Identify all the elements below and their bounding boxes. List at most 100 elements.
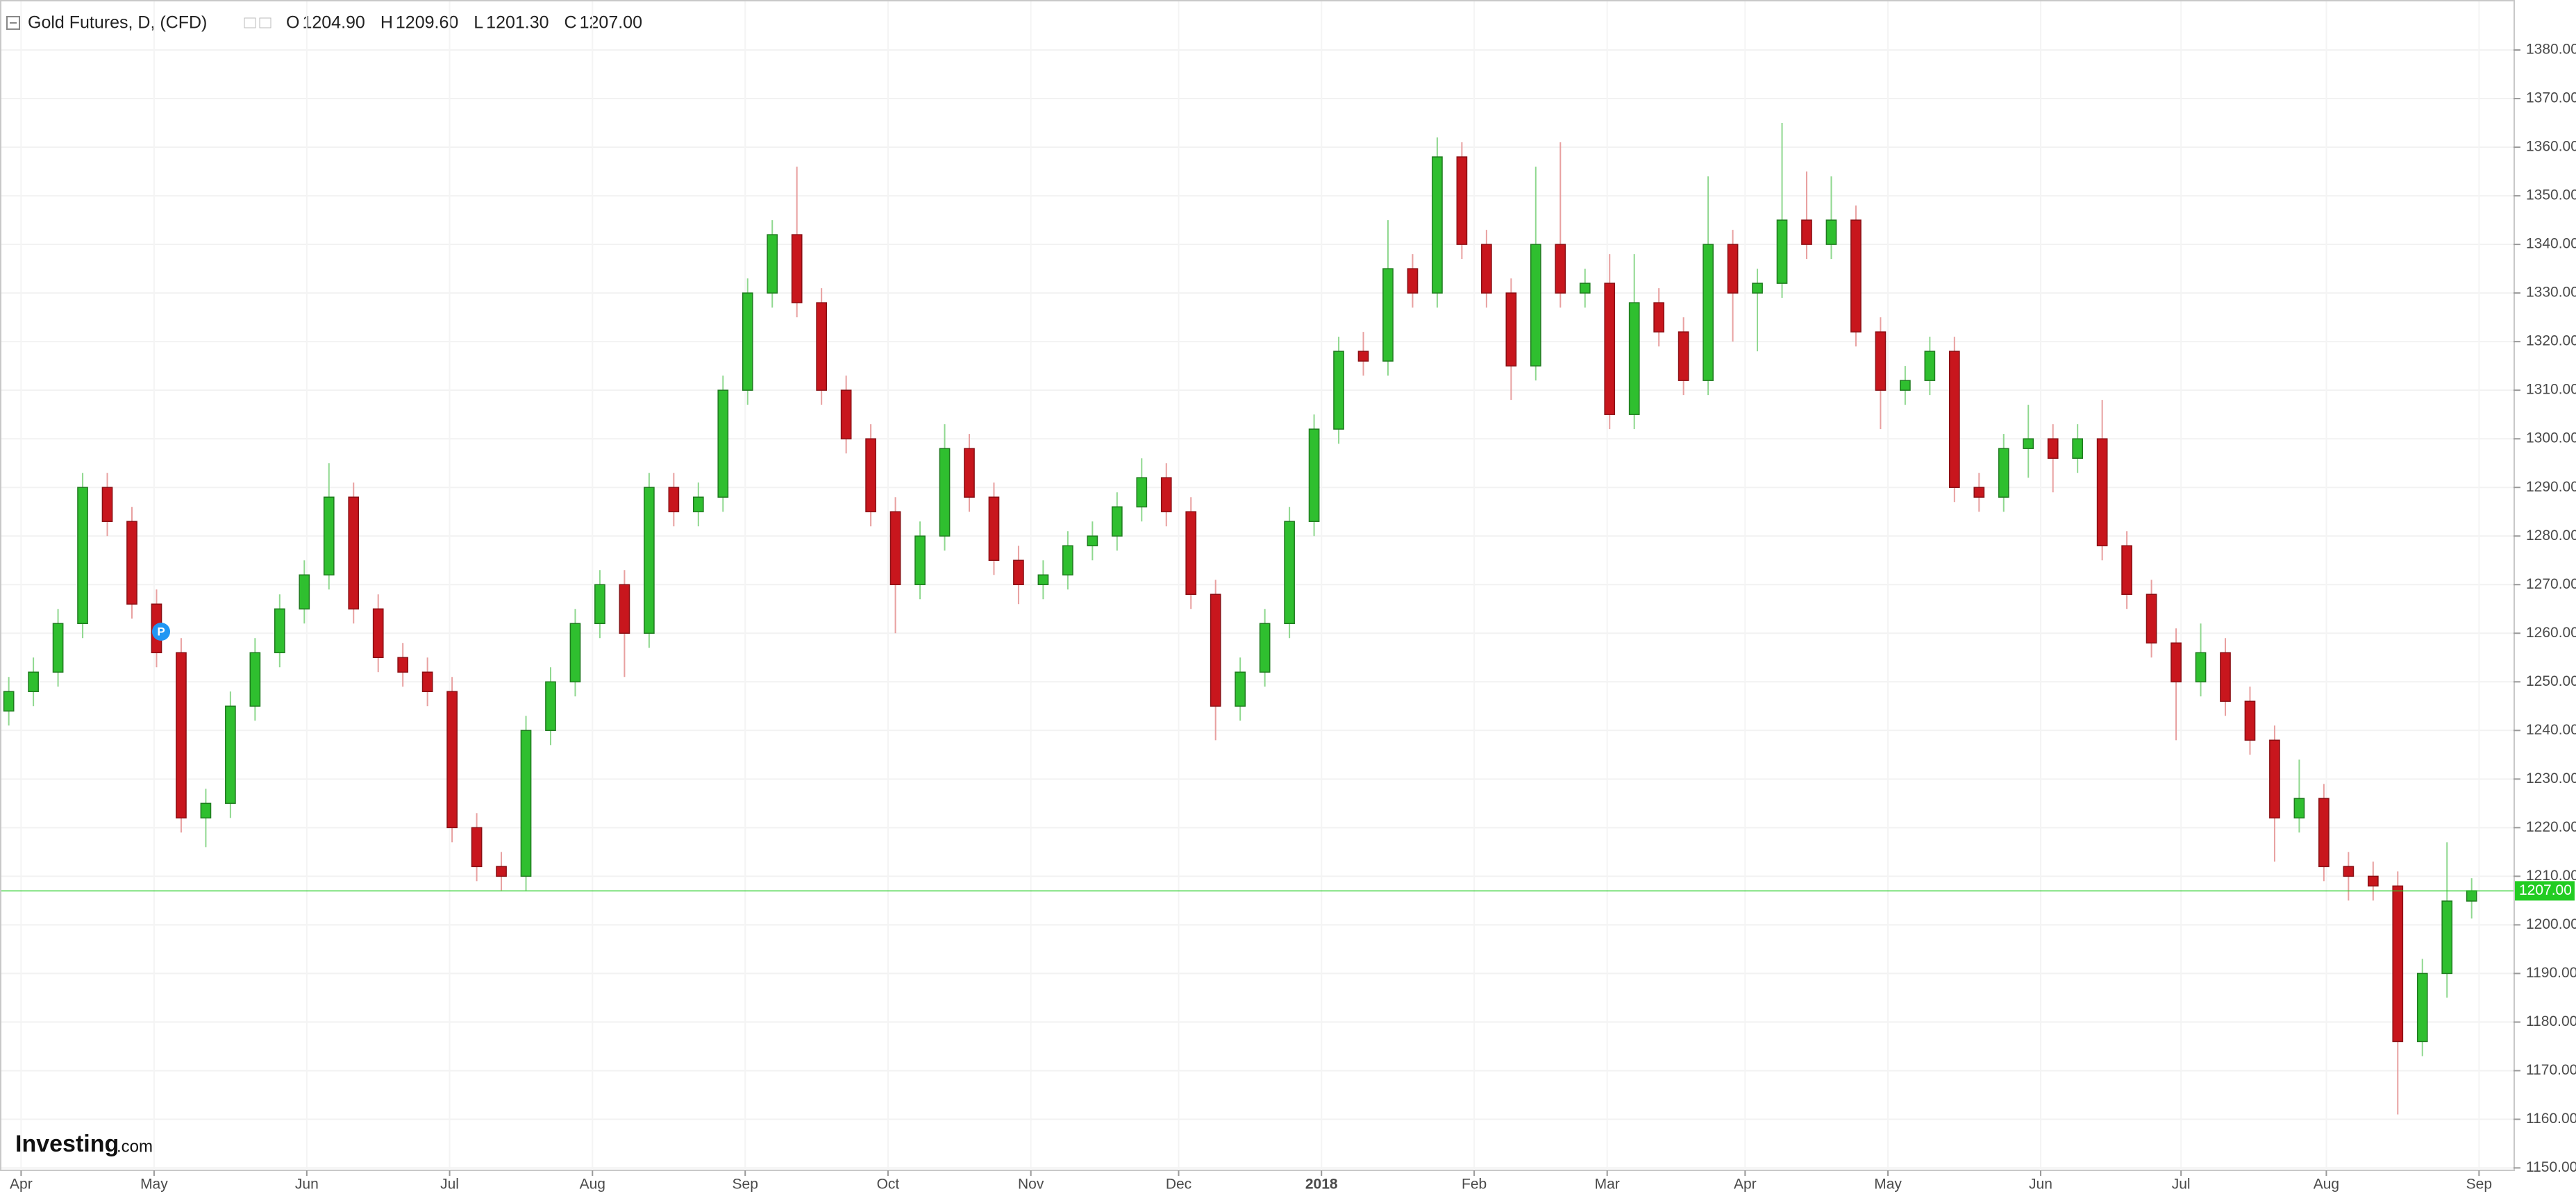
candle-body (2220, 652, 2231, 702)
ohlc-value: 1209.60 (396, 13, 458, 33)
candle-body (767, 234, 778, 294)
candle-body (1407, 268, 1419, 294)
candle-body (1628, 302, 1640, 415)
candle-body (176, 652, 187, 819)
candle-body (840, 389, 852, 439)
candle-body (1678, 331, 1689, 381)
x-tick-label: 2018 (1305, 1177, 1338, 1193)
y-tick-label: 1320.00 (2526, 333, 2576, 349)
candle-body (2269, 739, 2280, 819)
candle-body (742, 292, 753, 391)
plot-frame (0, 0, 2515, 1171)
x-tick-label: Jun (295, 1177, 319, 1193)
candle-body (889, 511, 901, 585)
candle-body (2195, 652, 2207, 683)
candle-body (1284, 521, 1295, 625)
y-tick-label: 1200.00 (2526, 916, 2576, 932)
candle-body (1604, 283, 1616, 415)
candle-body (717, 389, 729, 498)
candle-body (791, 234, 803, 303)
ohlc-value: 1204.90 (302, 13, 365, 33)
candle-body (692, 496, 704, 512)
x-tick-label: Apr (10, 1177, 33, 1193)
y-tick-label: 1330.00 (2526, 285, 2576, 301)
candle-body (1752, 283, 1763, 294)
candle-body (77, 487, 88, 625)
candle-body (2023, 438, 2034, 449)
candle-body (348, 496, 360, 610)
candle-body (101, 487, 113, 522)
candle-body (1013, 559, 1024, 585)
candle-body (3, 691, 15, 712)
x-tick-label: Jun (2029, 1177, 2052, 1193)
candle-body (816, 302, 828, 391)
x-tick-label: Aug (580, 1177, 605, 1193)
candle-body (2121, 545, 2132, 596)
candle-body (1062, 545, 1073, 575)
y-tick-label: 1280.00 (2526, 528, 2576, 544)
candle-body (545, 681, 556, 732)
candle-body (1825, 219, 1837, 245)
x-tick-label: Jul (440, 1177, 459, 1193)
x-tick-label: Apr (1734, 1177, 1757, 1193)
x-tick-label: May (1874, 1177, 1902, 1193)
candle-body (1555, 244, 1566, 294)
y-tick-label: 1170.00 (2526, 1062, 2576, 1078)
candle-body (397, 657, 409, 673)
chart-title: Gold Futures, D, (CFD) (28, 13, 207, 33)
candle-body (1111, 506, 1123, 537)
ohlc-key: C (564, 13, 577, 33)
candle-body (200, 802, 212, 819)
candle-body (865, 438, 876, 512)
event-marker (152, 623, 170, 641)
candle-body (28, 671, 39, 693)
candle-body (1653, 302, 1665, 332)
candle-body (914, 535, 926, 585)
candle-body (1900, 380, 1911, 391)
y-tick-label: 1360.00 (2526, 139, 2576, 155)
candle-body (323, 496, 335, 575)
candle-body (964, 448, 975, 498)
candle-body (644, 487, 655, 634)
candle-body (2466, 890, 2477, 902)
candle-body (668, 487, 680, 512)
x-tick-label: Aug (2314, 1177, 2339, 1193)
y-tick-label: 1350.00 (2526, 187, 2576, 203)
candle-body (1948, 351, 1960, 488)
ohlc-header: O 1204.90 H 1209.60 L 1201.30 C 1207.00 (244, 13, 642, 33)
x-tick-label: Dec (1166, 1177, 1191, 1193)
header-icon (259, 17, 271, 28)
candle-body (939, 448, 951, 537)
ohlc-key: L (474, 13, 483, 33)
candle-body (274, 608, 285, 654)
candle-body (1505, 292, 1517, 367)
ohlc-key: O (286, 13, 299, 33)
candle-body (1259, 623, 1271, 673)
y-tick-label: 1380.00 (2526, 42, 2576, 58)
candle-body (446, 691, 458, 829)
candle-body (1776, 219, 1788, 284)
candle-body (1727, 244, 1739, 294)
x-tick-label: Sep (733, 1177, 758, 1193)
candle-body (126, 521, 137, 605)
collapse-icon[interactable] (6, 16, 20, 30)
x-tick-label: Feb (1462, 1177, 1487, 1193)
candle-body (1210, 593, 1221, 707)
candle-body (1235, 671, 1246, 707)
candle-body (1333, 351, 1344, 430)
x-tick-label: Jul (2172, 1177, 2191, 1193)
candle-body (1432, 156, 1443, 294)
x-tick-label: Nov (1018, 1177, 1044, 1193)
candle-body (1160, 477, 1172, 512)
candle-body (2146, 593, 2157, 644)
y-tick-label: 1210.00 (2526, 868, 2576, 884)
brand-suffix: .com (117, 1137, 153, 1156)
candle-body (1530, 244, 1541, 367)
y-tick-label: 1270.00 (2526, 576, 2576, 592)
x-tick-label: Mar (1595, 1177, 1620, 1193)
last-price-label: 1207.00 (2519, 882, 2572, 898)
candle-body (2244, 700, 2256, 741)
candle-body (1801, 219, 1812, 245)
candle-body (2293, 798, 2305, 819)
y-tick-label: 1150.00 (2526, 1159, 2576, 1175)
